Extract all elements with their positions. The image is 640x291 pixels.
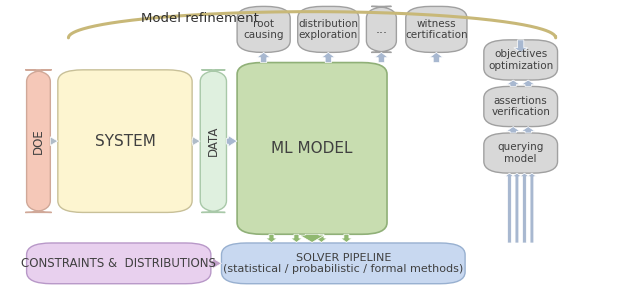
Text: SYSTEM: SYSTEM bbox=[95, 134, 156, 149]
Text: assertions
verification: assertions verification bbox=[492, 96, 550, 117]
Text: ...: ... bbox=[376, 23, 387, 36]
FancyBboxPatch shape bbox=[27, 243, 211, 284]
Text: Model refinement: Model refinement bbox=[141, 13, 259, 25]
FancyArrow shape bbox=[506, 127, 520, 133]
FancyArrow shape bbox=[316, 234, 327, 242]
Text: root
causing: root causing bbox=[243, 19, 284, 40]
FancyArrow shape bbox=[374, 52, 388, 63]
FancyArrow shape bbox=[520, 173, 529, 243]
Text: distribution
exploration: distribution exploration bbox=[298, 19, 358, 40]
Text: SOLVER PIPELINE
(statistical / probabilistic / formal methods): SOLVER PIPELINE (statistical / probabili… bbox=[223, 253, 463, 274]
FancyArrow shape bbox=[266, 234, 277, 242]
FancyBboxPatch shape bbox=[26, 70, 52, 212]
Text: DOE: DOE bbox=[32, 128, 45, 154]
FancyArrow shape bbox=[321, 52, 335, 63]
FancyArrow shape bbox=[291, 234, 302, 242]
FancyBboxPatch shape bbox=[200, 70, 227, 212]
FancyBboxPatch shape bbox=[221, 243, 465, 284]
FancyBboxPatch shape bbox=[237, 63, 387, 234]
FancyBboxPatch shape bbox=[406, 6, 467, 52]
FancyArrow shape bbox=[192, 137, 200, 146]
FancyArrow shape bbox=[429, 52, 444, 63]
Text: objectives
optimization: objectives optimization bbox=[488, 49, 554, 71]
Text: querying
model: querying model bbox=[497, 142, 544, 164]
FancyArrow shape bbox=[51, 137, 58, 146]
FancyArrow shape bbox=[211, 258, 221, 269]
FancyArrow shape bbox=[505, 173, 514, 243]
FancyBboxPatch shape bbox=[484, 40, 557, 80]
FancyBboxPatch shape bbox=[367, 6, 396, 52]
FancyBboxPatch shape bbox=[298, 6, 359, 52]
FancyBboxPatch shape bbox=[237, 6, 290, 52]
FancyArrow shape bbox=[512, 173, 522, 243]
FancyArrow shape bbox=[340, 234, 352, 242]
FancyArrow shape bbox=[527, 173, 536, 243]
FancyArrow shape bbox=[257, 52, 271, 63]
FancyArrow shape bbox=[227, 136, 237, 147]
FancyBboxPatch shape bbox=[484, 133, 557, 173]
Text: ML MODEL: ML MODEL bbox=[271, 141, 353, 156]
FancyArrow shape bbox=[506, 80, 520, 86]
Text: witness
certification: witness certification bbox=[405, 19, 468, 40]
FancyBboxPatch shape bbox=[58, 70, 192, 212]
FancyBboxPatch shape bbox=[484, 86, 557, 127]
FancyArrow shape bbox=[522, 80, 535, 86]
FancyArrow shape bbox=[300, 234, 324, 242]
FancyArrow shape bbox=[514, 40, 527, 52]
FancyArrow shape bbox=[522, 127, 535, 133]
Text: DATA: DATA bbox=[207, 126, 220, 156]
Text: CONSTRAINTS &  DISTRIBUTIONS: CONSTRAINTS & DISTRIBUTIONS bbox=[21, 257, 216, 270]
